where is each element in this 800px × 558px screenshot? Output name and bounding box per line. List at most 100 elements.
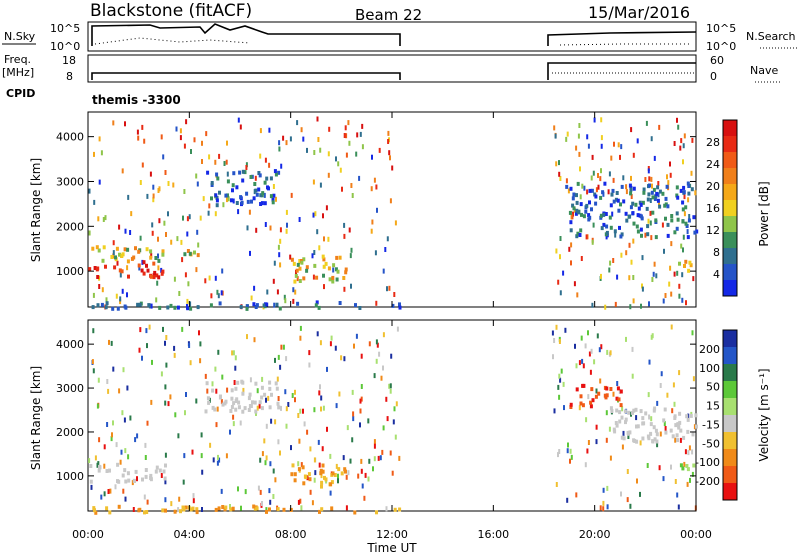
scatter-cell — [139, 180, 142, 185]
region-cell — [681, 200, 685, 205]
scatter-cell — [237, 486, 239, 492]
scatter-cell — [259, 457, 262, 463]
scatter-cell — [319, 384, 321, 390]
region-cell — [609, 387, 613, 391]
region-cell — [639, 202, 643, 207]
scatter-cell — [146, 343, 148, 349]
region-cell — [344, 267, 348, 272]
region-cell — [113, 265, 117, 270]
region-cell — [577, 210, 581, 215]
region-cell — [684, 259, 688, 264]
region-cell — [654, 428, 658, 433]
region-cell — [572, 192, 576, 197]
scatter-cell — [360, 353, 363, 359]
region-cell — [251, 400, 254, 405]
scatter-cell — [149, 171, 152, 177]
region-cell — [629, 187, 633, 192]
scatter-cell — [297, 461, 300, 467]
region-cell — [265, 302, 269, 307]
scatter-cell — [298, 217, 301, 222]
velocity-plot-area — [87, 319, 697, 512]
scatter-cell — [282, 135, 285, 141]
region-cell — [247, 408, 251, 412]
scatter-cell — [682, 159, 684, 165]
region-cell — [338, 301, 342, 305]
scatter-cell — [641, 283, 643, 289]
region-cell — [136, 302, 140, 307]
scatter-cell — [674, 437, 677, 443]
region-cell — [152, 275, 156, 280]
scatter-cell — [146, 499, 149, 505]
region-cell — [263, 180, 267, 185]
region-cell — [584, 209, 588, 214]
region-cell — [675, 433, 679, 438]
scatter-cell — [102, 217, 105, 222]
scatter-cell — [189, 360, 192, 366]
scatter-cell — [98, 284, 101, 289]
scatter-cell — [97, 216, 100, 222]
scatter-cell — [255, 227, 258, 233]
scatter-cell — [172, 182, 175, 188]
region-cell — [138, 302, 142, 307]
region-cell — [169, 303, 173, 308]
scatter-cell — [285, 423, 288, 429]
region-cell — [294, 273, 298, 278]
region-cell — [102, 245, 106, 250]
scatter-cell — [138, 347, 141, 353]
scatter-cell — [197, 242, 200, 248]
scatter-cell — [269, 225, 272, 231]
region-cell — [615, 191, 619, 195]
scatter-cell — [368, 458, 371, 464]
region-cell — [100, 302, 104, 307]
scatter-cell — [575, 145, 578, 151]
scatter-cell — [364, 472, 367, 478]
scatter-cell — [648, 301, 650, 307]
scatter-cell — [164, 479, 167, 485]
scatter-cell — [660, 371, 663, 377]
colorbar-swatch — [723, 120, 737, 137]
region-cell — [651, 439, 655, 444]
region-cell — [305, 268, 309, 273]
scatter-cell — [165, 335, 168, 340]
scatter-cell — [282, 344, 285, 350]
cpid-label: CPID — [6, 87, 35, 100]
region-cell — [114, 255, 117, 260]
scatter-cell — [332, 267, 335, 273]
region-cell — [105, 301, 109, 306]
scatter-cell — [600, 143, 603, 149]
scatter-cell — [273, 302, 276, 308]
scatter-cell — [272, 468, 275, 474]
scatter-cell — [141, 355, 143, 361]
region-cell — [213, 407, 217, 412]
scatter-cell — [191, 449, 194, 455]
scatter-cell — [122, 488, 125, 494]
region-cell — [320, 507, 324, 512]
scatter-cell — [221, 374, 224, 380]
scatter-cell — [296, 120, 299, 126]
scatter-cell — [648, 414, 651, 420]
region-cell — [337, 467, 341, 472]
region-cell — [149, 477, 153, 482]
region-cell — [231, 183, 235, 188]
region-cell — [153, 270, 157, 275]
power-y-label: Slant Range [km] — [29, 158, 43, 262]
region-cell — [334, 267, 338, 272]
scatter-cell — [570, 242, 573, 248]
region-cell — [684, 221, 688, 226]
colorbar-swatch — [723, 347, 737, 365]
region-cell — [673, 230, 677, 235]
colorbar-swatch — [723, 248, 737, 265]
region-cell — [664, 202, 668, 207]
scatter-cell — [625, 250, 628, 256]
scatter-cell — [574, 343, 576, 349]
scatter-cell — [106, 379, 109, 384]
scatter-cell — [239, 420, 242, 426]
region-cell — [158, 305, 162, 310]
scatter-cell — [264, 157, 267, 163]
scatter-cell — [629, 304, 632, 310]
scatter-cell — [122, 367, 125, 373]
region-cell — [615, 408, 619, 413]
scatter-cell — [557, 279, 560, 285]
scatter-cell — [355, 151, 358, 157]
region-cell — [144, 474, 148, 479]
